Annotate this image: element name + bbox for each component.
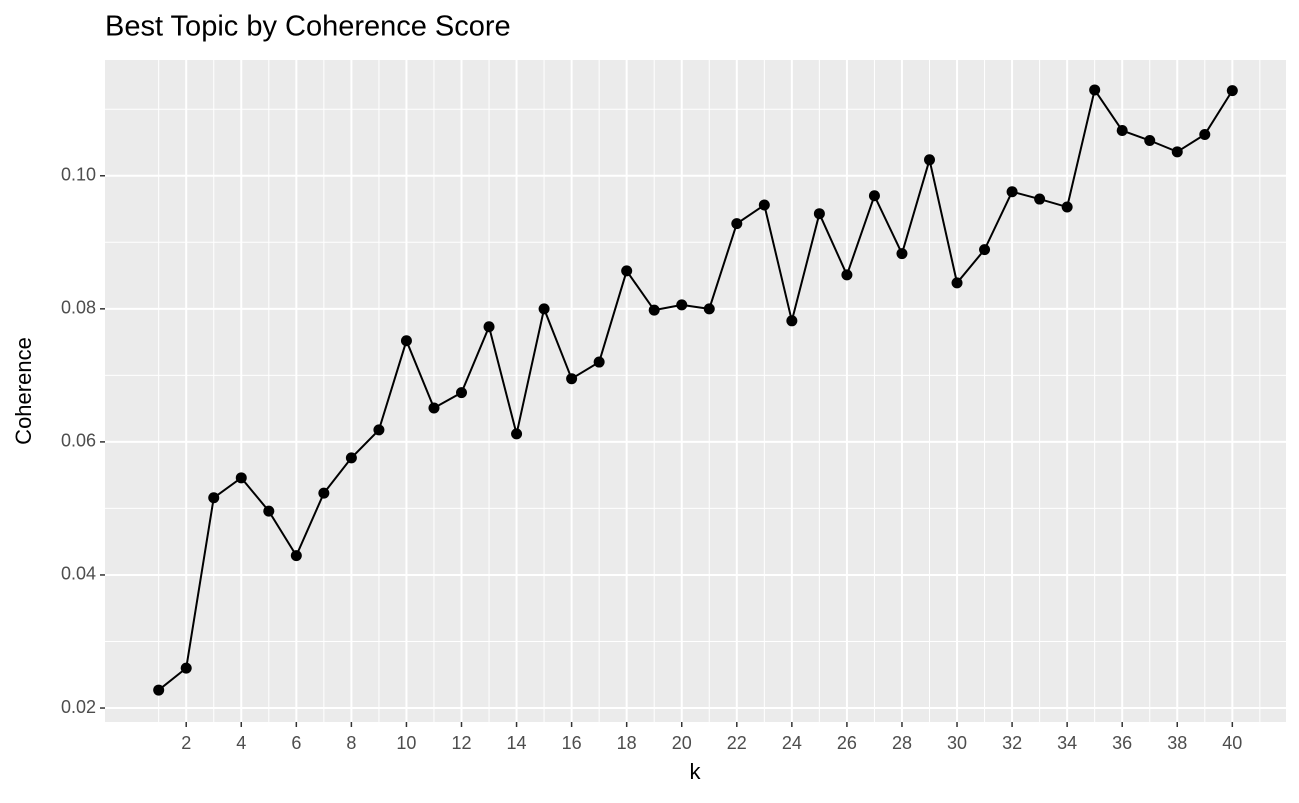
point xyxy=(538,303,550,315)
x-tick-label: 18 xyxy=(617,733,637,753)
point xyxy=(483,321,495,333)
point xyxy=(153,684,165,696)
x-tick-label: 20 xyxy=(672,733,692,753)
y-tick-label: 0.08 xyxy=(61,298,96,318)
point xyxy=(428,402,440,414)
x-axis-title: k xyxy=(690,759,702,784)
point xyxy=(456,387,468,399)
point xyxy=(208,492,220,504)
point xyxy=(703,303,715,315)
x-tick-label: 38 xyxy=(1167,733,1187,753)
x-tick-label: 26 xyxy=(837,733,857,753)
point xyxy=(1061,201,1073,213)
x-tick-label: 6 xyxy=(291,733,301,753)
x-tick-label: 16 xyxy=(562,733,582,753)
x-tick-label: 32 xyxy=(1002,733,1022,753)
point xyxy=(1144,135,1156,147)
x-tick-label: 36 xyxy=(1112,733,1132,753)
point xyxy=(180,662,192,674)
point xyxy=(400,335,412,347)
point xyxy=(593,356,605,368)
y-axis-title: Coherence xyxy=(11,337,36,445)
x-tick-label: 40 xyxy=(1222,733,1242,753)
point xyxy=(1171,146,1183,158)
plot-panel xyxy=(105,60,1286,722)
y-tick-label: 0.02 xyxy=(61,697,96,717)
point xyxy=(345,452,357,464)
point xyxy=(758,199,770,211)
point xyxy=(979,244,991,256)
x-tick-label: 8 xyxy=(346,733,356,753)
point xyxy=(648,304,660,316)
point xyxy=(841,269,853,281)
x-tick-label: 22 xyxy=(727,733,747,753)
point xyxy=(786,315,798,327)
point xyxy=(731,218,743,230)
x-tick-label: 28 xyxy=(892,733,912,753)
point xyxy=(1226,85,1238,97)
y-tick-label: 0.06 xyxy=(61,431,96,451)
point xyxy=(511,428,523,440)
point xyxy=(676,299,688,311)
point xyxy=(1199,129,1211,141)
x-tick-label: 30 xyxy=(947,733,967,753)
point xyxy=(1034,193,1046,205)
point xyxy=(566,373,578,385)
chart-title: Best Topic by Coherence Score xyxy=(105,11,511,43)
point xyxy=(1089,84,1101,96)
point xyxy=(1006,186,1018,198)
x-tick-label: 10 xyxy=(396,733,416,753)
x-tick-label: 12 xyxy=(451,733,471,753)
y-tick-label: 0.10 xyxy=(61,165,96,185)
x-tick-label: 2 xyxy=(181,733,191,753)
y-tick-label: 0.04 xyxy=(61,564,96,584)
point xyxy=(318,487,330,499)
point xyxy=(235,472,247,484)
line xyxy=(158,87,1234,691)
point xyxy=(263,505,275,517)
point xyxy=(813,208,825,220)
point xyxy=(923,154,935,166)
x-tick-label: 4 xyxy=(236,733,246,753)
point xyxy=(373,424,385,436)
x-tick-label: 24 xyxy=(782,733,802,753)
point xyxy=(290,550,302,562)
x-tick-label: 34 xyxy=(1057,733,1077,753)
x-tick-label: 14 xyxy=(507,733,527,753)
point xyxy=(1116,125,1128,137)
point xyxy=(951,277,963,289)
point xyxy=(621,265,633,277)
point xyxy=(896,248,908,260)
point xyxy=(868,190,880,202)
